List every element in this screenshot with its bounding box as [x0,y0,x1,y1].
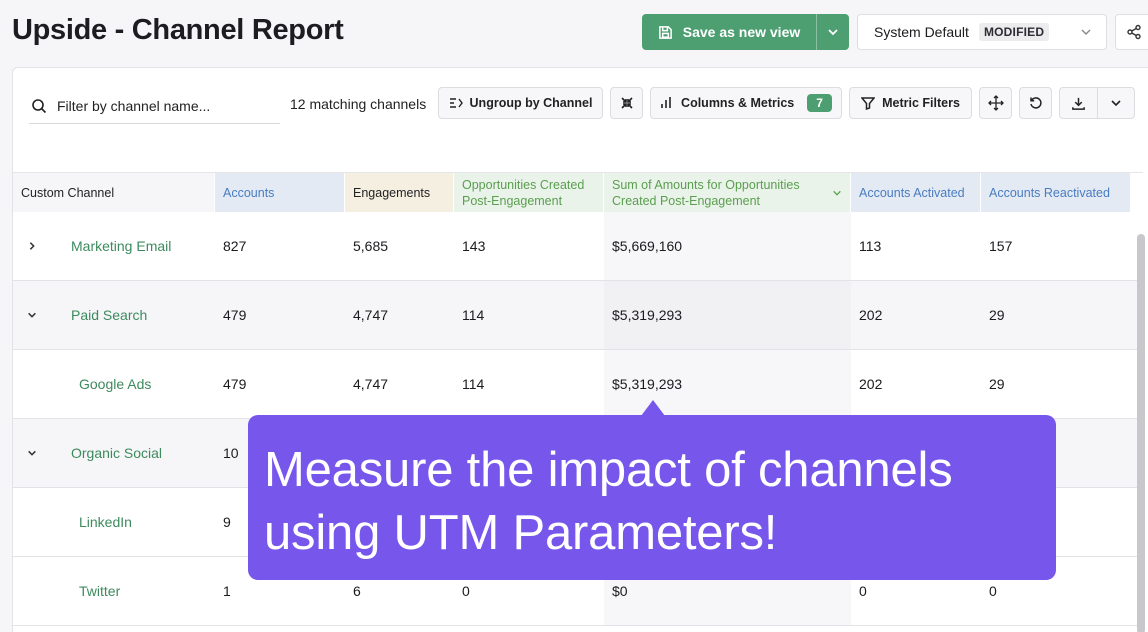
collapse-icon [620,97,633,109]
save-options-dropdown[interactable] [817,14,849,50]
resize-columns-button[interactable] [979,87,1012,119]
channel-name[interactable]: Paid Search [71,307,148,323]
opportunities-cell: 114 [462,376,485,392]
reactivated-cell: 157 [989,238,1013,254]
column-header-activated[interactable]: Accounts Activated [851,173,981,212]
engagements-cell: 5,685 [353,238,389,254]
ungroup-button[interactable]: Ungroup by Channel [438,87,603,119]
reactivated-cell: 29 [989,307,1005,323]
callout-pointer [641,400,665,416]
download-split-button [1059,87,1135,119]
column-header-opportunities[interactable]: Opportunities Created Post-Engagement [454,173,604,212]
reactivated-cell: 29 [989,376,1005,392]
column-header-engagements[interactable]: Engagements [345,173,454,212]
matching-count: 12 matching channels [290,96,427,112]
engagements-cell: 4,747 [353,307,389,323]
download-options-dropdown[interactable] [1098,88,1135,118]
download-icon [1071,97,1085,110]
columns-metrics-button[interactable]: Columns & Metrics 7 [650,87,842,119]
refresh-icon [1029,97,1042,109]
share-icon [1127,24,1141,40]
sum-header-label: Sum of Amounts for Opportunities Created… [612,177,800,208]
ungroup-label: Ungroup by Channel [469,96,593,110]
search-icon [32,98,47,113]
collapse-row-button[interactable] [27,310,71,320]
metric-filters-button[interactable]: Metric Filters [849,87,972,119]
activated-cell: 202 [859,376,883,392]
collapse-all-button[interactable] [610,87,643,119]
save-view-group: Save as new view [642,14,849,50]
engagements-cell: 4,747 [353,376,389,392]
expand-row-button[interactable] [27,241,71,251]
columns-label: Columns & Metrics [681,96,795,110]
engagements-cell: 6 [353,583,361,599]
channel-search-input[interactable] [57,97,257,114]
channel-name[interactable]: Google Ads [79,376,152,392]
accounts-cell: 10 [223,445,239,461]
columns-count-badge: 7 [807,94,832,112]
refresh-button[interactable] [1019,87,1052,119]
accounts-cell: 1 [223,583,231,599]
table-scrollbar[interactable] [1137,234,1145,632]
opportunities-cell: 143 [462,238,486,254]
sum-amount-cell: $5,669,160 [604,212,851,280]
save-icon [658,25,672,39]
bar-chart-icon [661,97,671,108]
table-row[interactable]: Google Ads 479 4,747 114 $5,319,293 202 … [13,350,1143,419]
view-name: System Default [874,24,969,40]
chevron-down-icon [1081,29,1091,35]
column-header-channel[interactable]: Custom Channel [13,173,215,212]
accounts-cell: 479 [223,376,247,392]
channel-name[interactable]: Marketing Email [71,238,172,254]
table-row[interactable]: Marketing Email 827 5,685 143 $5,669,160… [13,212,1143,281]
chevron-down-icon [28,312,36,318]
callout-line-2: using UTM Parameters! [264,506,778,560]
chevron-down-icon [1111,100,1121,107]
activated-cell: 202 [859,307,883,323]
save-label: Save as new view [682,24,801,40]
page-title: Upside - Channel Report [12,14,344,46]
callout-line-1: Measure the impact of channels [264,443,953,497]
view-selector[interactable]: System Default MODIFIED [857,14,1107,50]
channel-name[interactable]: Organic Social [71,445,163,461]
download-button[interactable] [1060,88,1098,118]
activated-cell: 113 [859,238,882,254]
share-button[interactable] [1115,14,1148,50]
modified-badge: MODIFIED [978,23,1050,41]
accounts-cell: 9 [223,514,231,530]
column-header-accounts[interactable]: Accounts [215,173,345,212]
activated-cell: 0 [859,583,867,599]
ungroup-icon [449,98,463,108]
promo-callout: Measure the impact of channels using UTM… [248,415,1056,580]
accounts-cell: 827 [223,238,247,254]
chevron-right-icon [29,242,35,250]
channel-name[interactable]: Twitter [79,583,121,599]
move-icon [987,95,1004,111]
collapse-row-button[interactable] [27,448,71,458]
column-header-reactivated[interactable]: Accounts Reactivated [981,173,1131,212]
chevron-down-icon [28,450,36,456]
accounts-cell: 479 [223,307,247,323]
opportunities-cell: 0 [462,583,470,599]
save-as-new-view-button[interactable]: Save as new view [642,14,817,50]
sort-chevron-icon [833,190,841,196]
reactivated-cell: 0 [989,583,997,599]
column-header-sum-amounts[interactable]: Sum of Amounts for Opportunities Created… [604,173,851,212]
filter-icon [861,97,876,110]
chevron-down-icon [828,29,838,36]
sum-amount-cell: $5,319,293 [604,281,851,349]
metric-filters-label: Metric Filters [882,96,960,110]
opportunities-cell: 114 [462,307,485,323]
channel-name[interactable]: LinkedIn [79,514,132,530]
channel-search [29,88,280,124]
table-header: Custom Channel Accounts Engagements Oppo… [13,172,1143,212]
table-row[interactable]: Paid Search 479 4,747 114 $5,319,293 202… [13,281,1143,350]
